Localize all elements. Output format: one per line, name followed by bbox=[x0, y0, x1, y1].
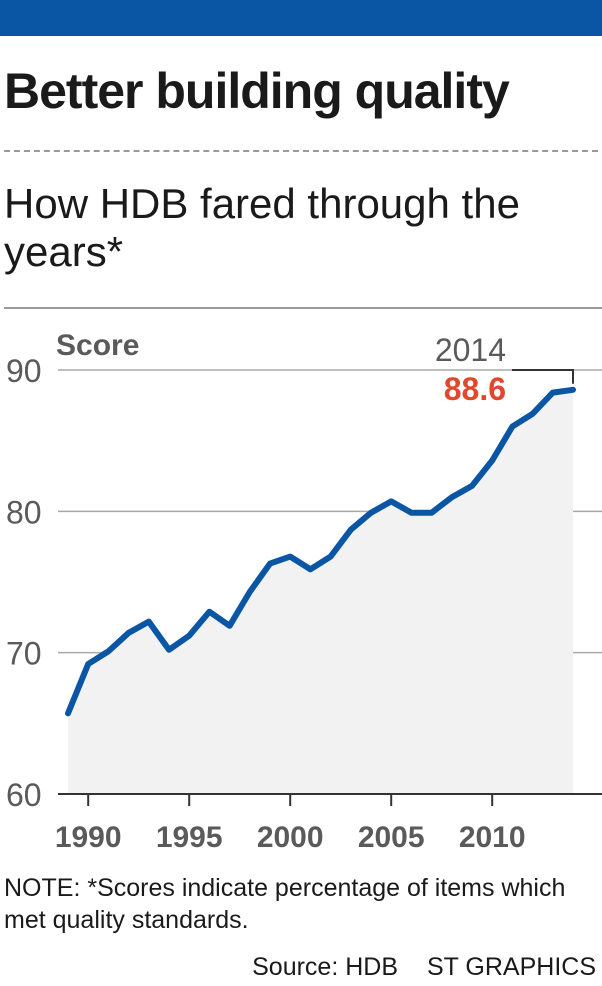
credit-text: ST GRAPHICS bbox=[426, 953, 596, 981]
y-tick-label-80: 80 bbox=[6, 494, 42, 530]
chart-title: Better building quality bbox=[4, 63, 510, 119]
annotation-year: 2014 bbox=[435, 332, 506, 368]
footnote: NOTE: *Scores indicate percentage of ite… bbox=[4, 874, 566, 934]
x-tick-label-2005: 2005 bbox=[358, 821, 425, 854]
annotation-value: 88.6 bbox=[444, 371, 506, 407]
x-ticks: 1990 1995 2000 2005 2010 bbox=[55, 794, 526, 854]
x-tick-label-2010: 2010 bbox=[459, 821, 526, 854]
source-text: Source: HDB bbox=[252, 953, 399, 981]
y-axis-label: Score bbox=[56, 329, 139, 362]
chart-subtitle: How HDB fared through the years* bbox=[4, 180, 520, 275]
title-divider bbox=[4, 150, 598, 152]
y-tick-label-70: 70 bbox=[6, 636, 42, 672]
area-fill bbox=[68, 389, 573, 794]
top-color-bar bbox=[0, 0, 602, 36]
score-area-chart: 60 70 80 90 1990 1995 2000 2005 2010 Score 2014… bbox=[6, 329, 602, 854]
source-line: Source: HDB ST GRAPHICS bbox=[252, 953, 596, 982]
x-tick-label-2000: 2000 bbox=[257, 821, 324, 854]
x-tick-label-1990: 1990 bbox=[55, 821, 122, 854]
chart-top-rule bbox=[4, 307, 602, 309]
y-tick-labels: 60 70 80 90 bbox=[6, 353, 42, 813]
score-line bbox=[65, 386, 576, 717]
y-tick-label-90: 90 bbox=[6, 353, 42, 389]
annotation-leader-line bbox=[512, 369, 574, 384]
x-tick-label-1995: 1995 bbox=[156, 821, 223, 854]
y-tick-label-60: 60 bbox=[6, 777, 42, 813]
